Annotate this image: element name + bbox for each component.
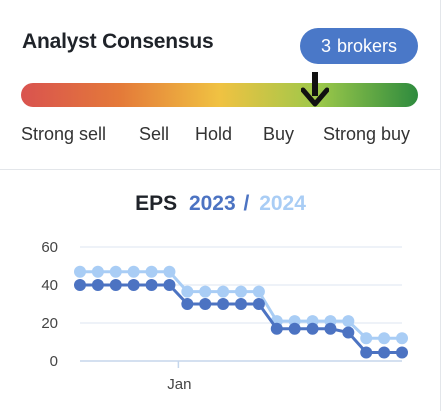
year-2023-label[interactable]: 2023	[188, 192, 236, 215]
label-strong-buy: Strong buy	[323, 124, 411, 144]
data-point-2024	[163, 265, 176, 278]
data-point-2024	[181, 285, 194, 298]
data-point-2023	[324, 322, 337, 335]
data-point-2023	[109, 279, 122, 291]
y-tick-label: 0	[50, 353, 58, 370]
label-sell: Sell	[139, 124, 170, 144]
broker-count-badge[interactable]: 3 brokers	[300, 28, 418, 64]
data-point-2023	[360, 346, 373, 359]
y-tick-label: 60	[41, 239, 58, 256]
card-title: Analyst Consensus	[22, 30, 214, 53]
data-point-2023	[306, 322, 319, 335]
series-2023	[74, 279, 408, 359]
data-point-2023	[342, 326, 355, 339]
data-point-2023	[252, 298, 265, 310]
consensus-gauge-bar	[21, 83, 418, 107]
x-tick-label: Jan	[167, 376, 191, 393]
data-point-2024	[127, 265, 140, 278]
chart-title: EPS 2023 / 2024	[0, 192, 441, 216]
y-tick-label: 40	[41, 277, 58, 294]
data-point-2023	[163, 279, 176, 291]
data-point-2024	[235, 285, 247, 298]
data-point-2023	[396, 346, 408, 359]
data-point-2023	[145, 279, 158, 291]
broker-count: 3	[320, 35, 331, 56]
data-point-2023	[378, 346, 391, 359]
year-2024-label[interactable]: 2024	[259, 192, 306, 215]
data-point-2023	[127, 279, 140, 291]
rating-scale-labels: Strong sell Sell Hold Buy Strong buy	[0, 124, 441, 148]
label-buy: Buy	[263, 124, 295, 144]
y-tick-label: 20	[41, 315, 58, 332]
data-point-2024	[74, 265, 86, 278]
data-point-2023	[288, 322, 301, 335]
data-point-2023	[181, 298, 194, 310]
data-point-2024	[378, 332, 391, 345]
data-point-2024	[145, 265, 158, 278]
data-point-2024	[217, 285, 230, 298]
data-point-2023	[74, 279, 86, 291]
data-point-2023	[199, 298, 212, 310]
arrow-down-icon	[300, 72, 329, 107]
label-strong-sell: Strong sell	[21, 124, 107, 144]
data-point-2024	[199, 285, 212, 298]
data-point-2024	[91, 265, 104, 278]
data-point-2023	[270, 322, 283, 335]
chart-title-label: EPS	[135, 192, 178, 215]
eps-line-chart: 0 20 40 60 Jan	[41, 239, 408, 393]
section-divider	[0, 169, 441, 170]
broker-label: brokers	[336, 35, 398, 56]
data-point-2024	[109, 265, 122, 278]
data-point-2024	[252, 285, 265, 298]
year-separator: /	[243, 192, 250, 215]
data-point-2024	[360, 332, 373, 345]
data-point-2023	[91, 279, 104, 291]
data-point-2024	[342, 315, 355, 328]
data-point-2024	[396, 332, 408, 345]
data-point-2023	[235, 298, 247, 310]
label-hold: Hold	[195, 124, 233, 144]
data-point-2023	[217, 298, 230, 310]
series-2024	[74, 265, 408, 345]
